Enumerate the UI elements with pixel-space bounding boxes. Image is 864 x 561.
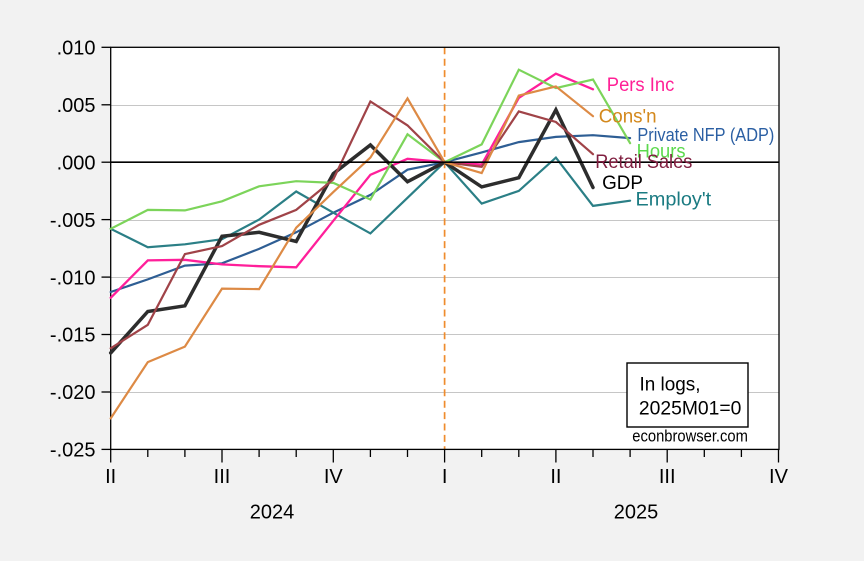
svg-text:-.025: -.025 [50,440,96,462]
svg-text:III: III [659,466,676,488]
svg-text:-.010: -.010 [50,267,96,289]
svg-text:.010: .010 [57,38,96,60]
svg-text:IV: IV [324,466,344,488]
svg-text:2024: 2024 [250,502,295,524]
svg-text:Cons'n: Cons'n [599,105,657,127]
svg-text:In logs,: In logs, [640,374,701,396]
svg-text:-.020: -.020 [50,382,96,404]
svg-text:GDP: GDP [602,173,643,194]
svg-text:-.015: -.015 [50,325,96,347]
svg-text:Retail Sales: Retail Sales [595,152,692,173]
svg-text:Employ't: Employ't [636,189,712,210]
svg-text:econbrowser.com: econbrowser.com [632,428,748,446]
svg-text:I: I [442,466,448,488]
svg-text:.000: .000 [57,152,96,174]
svg-text:Private NFP (ADP): Private NFP (ADP) [637,124,774,145]
svg-text:IV: IV [769,466,789,488]
svg-text:Pers Inc: Pers Inc [607,74,675,96]
svg-text:Hours: Hours [637,141,686,162]
svg-text:2025: 2025 [614,502,659,524]
svg-text:-.005: -.005 [50,210,96,232]
svg-text:2025M01=0: 2025M01=0 [639,397,742,419]
svg-text:II: II [550,466,561,488]
svg-text:II: II [105,466,116,488]
svg-text:III: III [214,466,231,488]
svg-text:.005: .005 [57,95,96,117]
